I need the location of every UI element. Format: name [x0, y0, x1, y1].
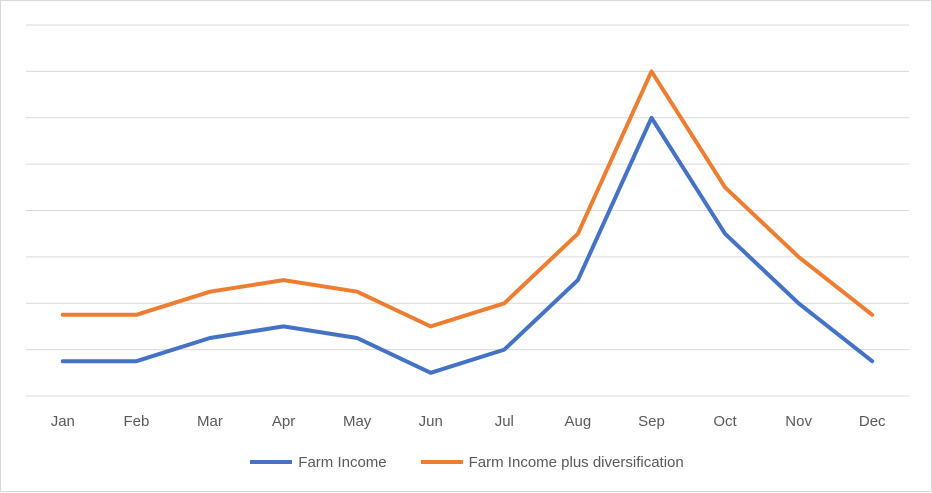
x-tick-label-mar: Mar — [197, 413, 223, 430]
x-tick-label-aug: Aug — [565, 413, 592, 430]
x-tick-label-apr: Apr — [272, 413, 295, 430]
series-line-farm-income — [60, 115, 875, 375]
x-tick-label-jun: Jun — [419, 413, 443, 430]
x-tick-label-nov: Nov — [785, 413, 812, 430]
legend-item-farm-income: Farm Income — [250, 453, 387, 471]
series-line-farm-income-plus-diversification — [60, 69, 875, 329]
legend-item-farm-income-plus-diversification: Farm Income plus diversification — [420, 453, 684, 471]
legend-label-farm-income-plus-diversification: Farm Income plus diversification — [468, 453, 684, 471]
x-tick-label-sep: Sep — [638, 413, 665, 430]
legend: Farm Income Farm Income plus diversifica… — [1, 449, 932, 475]
x-tick-label-jul: Jul — [495, 413, 514, 430]
legend-swatch-farm-income — [250, 460, 293, 464]
x-tick-label-may: May — [343, 413, 372, 430]
x-tick-label-oct: Oct — [713, 413, 737, 430]
series-lines — [60, 69, 875, 375]
x-tick-label-feb: Feb — [123, 413, 149, 430]
legend-label-farm-income: Farm Income — [298, 453, 387, 471]
x-tick-label-dec: Dec — [859, 413, 886, 430]
gridlines — [26, 24, 909, 397]
x-axis-tick-labels: Jan Feb Mar Apr May Jun Jul Aug Sep Oct Nov Dec — [51, 413, 886, 430]
x-tick-label-jan: Jan — [51, 413, 75, 430]
legend-swatch-farm-income-plus-diversification — [420, 460, 463, 464]
